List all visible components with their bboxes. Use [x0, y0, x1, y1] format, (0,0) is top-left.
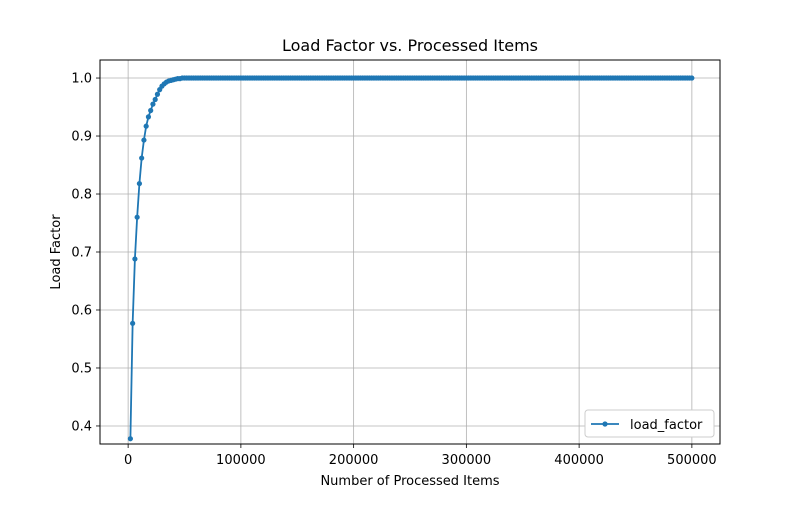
legend-box [584, 409, 715, 438]
data-point [154, 91, 161, 97]
x-axis-label: Number of Processed Items [320, 474, 499, 489]
data-point [134, 214, 140, 220]
data-point [145, 114, 152, 120]
x-tick-label: 400000 [554, 453, 604, 468]
x-tick-label: 0 [124, 453, 132, 468]
data-point [689, 75, 695, 81]
y-axis-label: Load Factor [49, 214, 64, 290]
legend: load_factor [584, 409, 715, 438]
data-point [127, 436, 133, 442]
x-axis-ticks: 0 100000 200000 300000 400000 500000 [124, 444, 717, 468]
chart-title: Load Factor vs. Processed Items [282, 36, 538, 55]
data-point [141, 137, 147, 143]
data-point [152, 96, 158, 103]
data-point [143, 123, 149, 129]
x-tick-label: 300000 [442, 453, 492, 468]
y-tick-label: 0.5 [71, 361, 92, 376]
series-markers [127, 75, 695, 442]
x-tick-label: 500000 [667, 453, 717, 468]
legend-marker-sample [602, 421, 608, 427]
data-point [139, 155, 145, 161]
plot-frame [99, 59, 721, 445]
data-point [150, 101, 156, 107]
y-tick-label: 0.7 [71, 246, 92, 261]
data-point [132, 256, 138, 262]
y-tick-label: 1.0 [71, 72, 92, 87]
y-axis-ticks: 0.4 0.5 0.6 0.7 0.8 0.9 1.0 [71, 72, 100, 434]
x-tick-label: 200000 [329, 453, 379, 468]
data-point [136, 180, 143, 187]
y-tick-label: 0.4 [71, 419, 92, 434]
x-tick-label: 100000 [216, 453, 266, 468]
data-point [148, 107, 154, 114]
data-point [130, 320, 136, 326]
legend-label: load_factor [630, 418, 703, 433]
y-tick-label: 0.9 [71, 130, 92, 145]
y-tick-label: 0.6 [71, 303, 92, 318]
y-tick-label: 0.8 [71, 188, 92, 203]
